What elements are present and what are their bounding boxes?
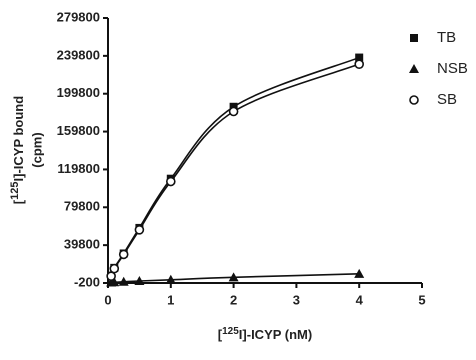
marker: [228, 272, 239, 282]
y-tick-label: -200: [74, 274, 100, 289]
marker: [165, 274, 176, 284]
x-tick-label: 1: [167, 292, 174, 307]
y-label-line: [125I]-ICYP bound: [9, 96, 27, 204]
x-tick-label: 4: [356, 292, 364, 307]
legend-marker: [409, 95, 419, 105]
x-tick-label: 0: [104, 292, 111, 307]
x-label-part: [: [218, 327, 223, 342]
y-tick-label: 199800: [57, 85, 100, 100]
marker: [354, 59, 365, 69]
y-tick-label: 39800: [64, 237, 100, 252]
y-axis-label: [125I]-ICYP bound (cpm): [9, 96, 45, 204]
legend-label: NSB: [437, 60, 468, 77]
marker: [118, 276, 129, 286]
y-tick-label: 239800: [57, 47, 100, 62]
legend-label: TB: [437, 29, 456, 46]
marker: [109, 263, 120, 274]
x-label-part: I]-ICYP (nM): [239, 327, 312, 342]
legend-marker: [410, 34, 418, 42]
legend-label: SB: [437, 91, 457, 108]
y-label-line: (cpm): [29, 132, 44, 167]
x-label-part: 125: [222, 326, 239, 337]
y-label-part: 125: [9, 182, 21, 200]
y-label-part: [: [11, 199, 26, 204]
marker: [134, 225, 145, 235]
x-tick-label: 5: [418, 292, 425, 307]
legend-marker: [409, 64, 419, 73]
marker: [228, 106, 239, 117]
marker: [354, 268, 365, 278]
fit-line: [110, 56, 360, 277]
x-tick-label: 3: [293, 292, 300, 307]
marker: [355, 53, 364, 62]
x-tick-label: 2: [230, 292, 237, 307]
marker: [109, 277, 120, 287]
marker: [118, 249, 129, 260]
y-tick-label: 279800: [57, 9, 100, 24]
fit-line: [110, 63, 360, 277]
y-tick-label: 79800: [64, 199, 100, 214]
x-axis-label: [125I]-ICYP (nM): [218, 326, 312, 343]
y-label-part: I]-ICYP bound: [11, 96, 26, 182]
y-tick-label: 119800: [57, 161, 100, 176]
y-tick-label: 159800: [57, 123, 100, 138]
marker: [166, 176, 176, 187]
marker: [134, 276, 145, 286]
